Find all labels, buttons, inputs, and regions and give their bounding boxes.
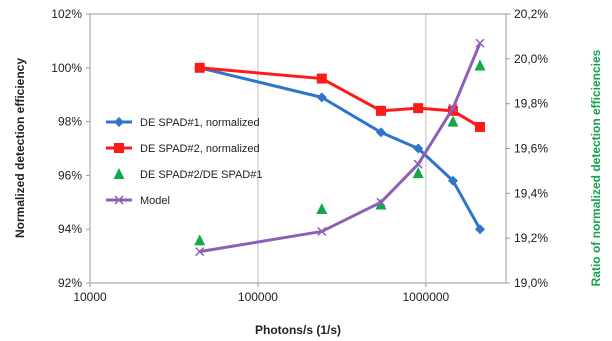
y-axis-right-title: Ratio of normalized detection efficienci… [589,49,603,286]
y2-tick-label: 19,4% [514,186,548,200]
data-point [194,234,206,246]
data-point [474,224,485,235]
legend-swatch-marker [114,117,124,127]
y-axis-right-ticks: 19,0% 19,2% 19,4% 19,6% 19,8% 20,0% 20,2% [506,7,548,290]
series-3 [194,59,486,246]
legend-label: DE SPAD#1, normalized [140,117,260,129]
x-tick-label: 1000000 [403,290,450,304]
legend: DE SPAD#1, normalized DE SPAD#2, normaliz… [106,117,262,207]
data-point [447,115,459,127]
grid [257,14,427,283]
y2-tick-label: 19,2% [514,231,548,245]
y-axis-left-title: Normalized detection efficiency [13,58,27,238]
data-point [317,226,327,236]
legend-item: DE SPAD#2/DE SPAD#1 [113,168,262,181]
legend-swatch-marker [114,195,124,205]
legend-label: DE SPAD#2, normalized [140,143,260,155]
data-point [475,38,485,48]
legend-item: Model [106,195,170,207]
data-point [375,105,386,116]
data-point [413,159,423,169]
series-line [199,66,482,230]
y2-tick-label: 20,2% [514,7,548,21]
y2-tick-label: 20,0% [514,52,548,66]
data-point [375,198,387,210]
data-point [316,203,328,215]
y-tick-label: 98% [58,115,82,129]
data-point [413,103,424,114]
series-line [199,42,482,254]
series-4 [195,38,485,257]
legend-item: DE SPAD#1, normalized [106,117,260,129]
data-point [413,143,424,154]
data-point [447,175,458,186]
y2-tick-label: 19,8% [514,97,548,111]
legend-swatch-marker [113,168,125,179]
y-tick-label: 100% [51,61,82,75]
data-point [412,167,424,179]
x-tick-label: 10000 [73,290,107,304]
y2-tick-label: 19,6% [514,142,548,156]
data-point [195,247,205,257]
data-point [316,73,327,84]
data-point [474,59,486,71]
legend-label: DE SPAD#2/DE SPAD#1 [140,169,262,181]
data-point [448,103,458,113]
y2-tick-label: 19,0% [514,276,548,290]
data-point [194,62,205,73]
x-axis-ticks: 10000 100000 1000000 [73,283,450,304]
series-layer [194,38,486,257]
y-tick-label: 92% [58,276,82,290]
legend-label: Model [140,195,170,207]
y-tick-label: 102% [51,7,82,21]
y-tick-label: 94% [58,222,82,236]
data-point [375,127,386,138]
data-point [316,92,327,103]
data-point [376,197,386,207]
y-axis-left-ticks: 92% 94% 96% 98% 100% 102% [51,7,90,290]
data-point [474,121,485,132]
x-axis-title: Photons/s (1/s) [255,323,341,337]
legend-item: DE SPAD#2, normalized [106,143,260,155]
x-tick-label: 100000 [238,290,278,304]
y-tick-label: 96% [58,168,82,182]
legend-swatch-marker [114,143,124,153]
